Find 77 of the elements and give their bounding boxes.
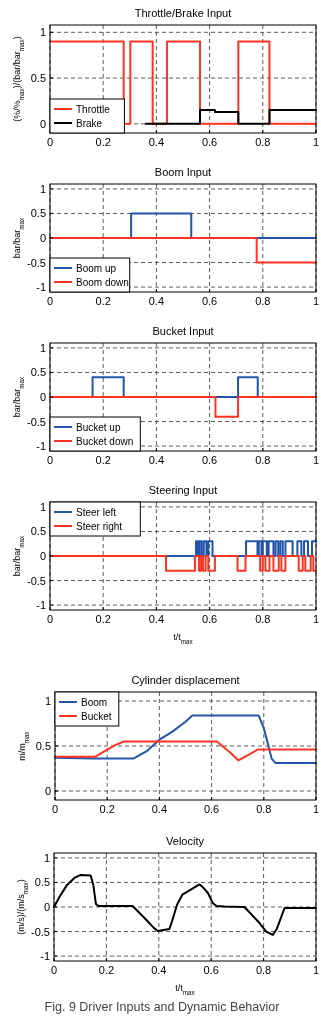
y-tick-label: -0.5: [27, 256, 46, 269]
y-tick-label: 1: [39, 500, 46, 513]
x-tick-label: 0.6: [203, 803, 220, 815]
x-tick-label: 1: [312, 295, 320, 307]
y-tick-label: 0: [43, 901, 50, 913]
x-tick-label: 0.8: [255, 613, 271, 625]
y-tick-label: -0.5: [27, 574, 46, 587]
y-tick-label: 1: [39, 182, 46, 195]
legend-label: Bucket: [81, 711, 112, 722]
y-tick-label: 0: [44, 785, 51, 797]
legend-label: Throttle: [76, 104, 111, 115]
y-tick-label: 0.5: [30, 366, 46, 379]
x-tick-label: 0.6: [201, 136, 218, 148]
x-tick-label: 0.8: [255, 136, 271, 148]
x-tick-label: 0.2: [95, 454, 111, 466]
x-tick-label: 1: [312, 613, 320, 625]
x-tick-label: 0.6: [201, 295, 218, 307]
y-tick-label: 1: [39, 341, 46, 354]
chart-title: Bucket Input: [152, 325, 214, 337]
x-tick-label: 0.8: [255, 964, 272, 976]
chart-title: Steering Input: [148, 484, 218, 496]
x-tick-label: 0.8: [255, 295, 271, 307]
legend-label: Boom down: [76, 277, 129, 288]
x-tick-label: 1: [312, 964, 320, 976]
y-tick-label: 0.5: [35, 740, 51, 752]
x-tick-label: 0.2: [98, 964, 115, 976]
x-tick-label: 0.8: [256, 803, 272, 815]
chart-title: Throttle/Brake Input: [134, 7, 232, 19]
x-tick-label: 0.4: [151, 964, 167, 976]
chart-title: Boom Input: [154, 166, 212, 178]
y-tick-label: -1: [36, 281, 46, 294]
y-tick-label: 0.5: [30, 525, 46, 538]
chart-title: Velocity: [166, 835, 205, 847]
legend-label: Bucket down: [76, 436, 134, 447]
x-tick-label: 0.4: [151, 803, 168, 815]
legend-label: Steer right: [76, 521, 123, 532]
x-tick-label: 0.2: [95, 613, 111, 625]
y-tick-label: 1: [43, 851, 50, 864]
x-axis-title: t/t$_{max}$: [175, 983, 196, 996]
y-tick-label: -0.5: [31, 925, 50, 938]
y-tick-label: 1: [44, 695, 51, 707]
y-tick-label: 0.5: [30, 72, 46, 85]
chart-title: Cylinder displacement: [131, 674, 240, 686]
y-tick-label: 0.5: [34, 876, 50, 889]
line-series: [54, 714, 317, 765]
x-axis-title: t/t$_{max}$: [173, 632, 194, 645]
line-series: [54, 740, 317, 762]
x-tick-label: 0.6: [201, 613, 218, 625]
y-tick-label: 0.5: [30, 207, 46, 220]
y-tick-label: -1: [36, 440, 46, 453]
x-tick-label: 1: [312, 136, 320, 148]
x-tick-label: 0.8: [255, 454, 271, 466]
legend-label: Steer left: [76, 507, 117, 518]
x-tick-label: 0.4: [148, 295, 165, 307]
caption: Fig. 9 Driver Inputs and Dynamic Behavior: [44, 1000, 280, 1014]
y-tick-label: -0.5: [27, 415, 46, 428]
legend-label: Brake: [76, 118, 103, 129]
x-tick-label: 0.2: [95, 136, 111, 148]
x-tick-label: 0.6: [201, 454, 218, 466]
legend-label: Boom: [81, 697, 108, 708]
x-tick-label: 1: [312, 803, 320, 815]
y-tick-label: 0: [39, 117, 46, 130]
x-tick-label: 0.6: [203, 964, 219, 976]
x-tick-label: 0.4: [148, 136, 165, 148]
x-tick-label: 0.2: [95, 295, 111, 307]
x-tick-label: 1: [312, 454, 320, 466]
y-tick-label: -1: [40, 950, 50, 963]
legend-label: Boom up: [76, 263, 117, 274]
x-tick-label: 0.2: [99, 803, 115, 815]
y-tick-label: 0: [39, 391, 46, 403]
y-tick-label: 0: [39, 550, 46, 562]
y-tick-label: 0: [39, 232, 46, 244]
y-tick-label: 1: [39, 26, 46, 39]
x-tick-label: 0.4: [148, 613, 165, 625]
x-tick-label: 0.4: [148, 454, 165, 466]
y-tick-label: -1: [36, 599, 46, 612]
legend-label: Bucket up: [76, 422, 121, 433]
